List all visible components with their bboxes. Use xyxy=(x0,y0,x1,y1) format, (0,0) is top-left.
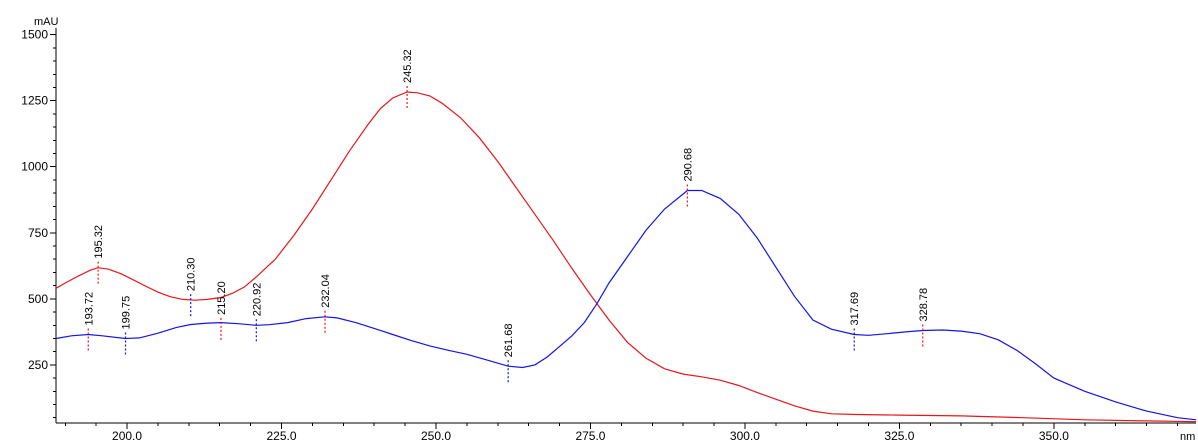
peak-label: 290.68 xyxy=(682,148,694,182)
peak-label: 317.69 xyxy=(849,292,861,326)
y-tick-label: 1000 xyxy=(21,160,48,174)
peak-label: 261.68 xyxy=(503,324,515,358)
y-tick-label: 1500 xyxy=(21,28,48,42)
x-tick-label: 275.0 xyxy=(575,429,605,443)
peak-label: 193.72 xyxy=(83,292,95,326)
x-tick-label: 225.0 xyxy=(267,429,297,443)
y-tick-label: 250 xyxy=(28,358,48,372)
y-tick-label: 1250 xyxy=(21,94,48,108)
series-line-1 xyxy=(55,91,1197,423)
y-tick-label: 500 xyxy=(28,292,48,306)
x-tick-label: 325.0 xyxy=(884,429,914,443)
peak-label: 245.32 xyxy=(402,49,414,83)
y-axis-unit: mAU xyxy=(34,16,59,28)
x-tick-label: 350.0 xyxy=(1039,429,1069,443)
x-axis-unit: nm xyxy=(1180,431,1195,443)
series-layer xyxy=(55,91,1197,423)
peak-label: 328.78 xyxy=(918,288,930,322)
peak-label: 232.04 xyxy=(320,274,332,308)
peak-label: 220.92 xyxy=(251,283,263,317)
x-tick-label: 250.0 xyxy=(421,429,451,443)
x-tick-label: 300.0 xyxy=(730,429,760,443)
axes: 250 500 750 1000 1250 1500 200.0 225.0 250.0 275.… xyxy=(21,16,1196,443)
peak-labels: 195.32 245.32 215.20 193.72 199.75 210.30 220.… xyxy=(83,49,930,383)
series-line-2 xyxy=(55,189,1197,421)
peak-label: 215.20 xyxy=(216,281,228,315)
peak-label: 195.32 xyxy=(93,225,105,259)
peak-label: 210.30 xyxy=(186,257,198,291)
peak-label: 199.75 xyxy=(121,296,133,330)
x-tick-label: 200.0 xyxy=(112,429,142,443)
y-tick-label: 750 xyxy=(28,226,48,240)
